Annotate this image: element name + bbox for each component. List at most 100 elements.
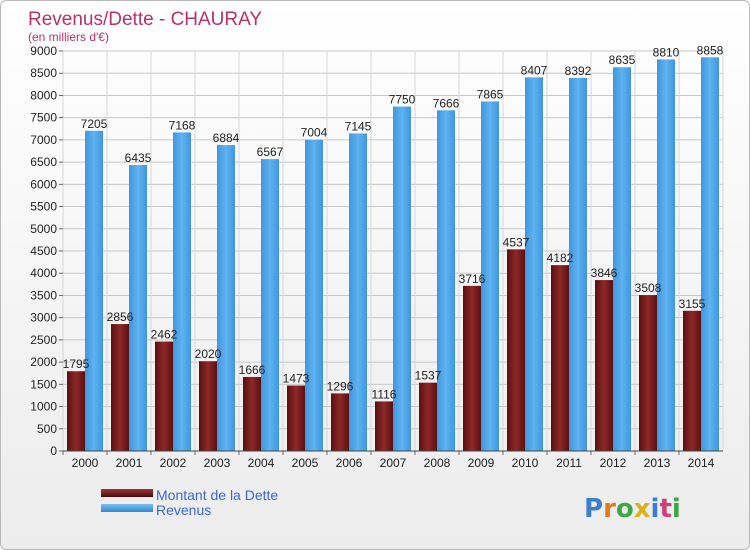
data-label-dette-2013: 3508 [635,281,662,295]
data-label-dette-2011: 4182 [547,251,574,265]
x-tick-label-2014: 2014 [688,456,715,470]
x-tick-label-2011: 2011 [556,456,582,470]
bar-revenus-2014 [701,57,719,452]
data-label-dette-2006: 1296 [327,379,354,393]
legend: Montant de la Dette Revenus [101,487,278,518]
legend-swatch-revenus [101,504,153,512]
bar-dette-2007 [375,401,393,451]
data-label-revenus-2012: 8635 [609,53,636,67]
bar-revenus-2012 [613,67,631,451]
logo-letter: t [659,494,671,524]
data-label-dette-2000: 1795 [63,357,90,371]
y-tick-label: 8000 [30,88,57,102]
bars-layer [67,57,719,452]
logo-letter: o [616,494,634,524]
bar-dette-2003 [199,361,217,451]
x-tick-label-2005: 2005 [292,456,319,470]
data-label-revenus-2005: 7004 [301,126,328,140]
bar-dette-2013 [639,295,657,451]
data-label-revenus-2000: 7205 [81,117,108,131]
y-tick-label: 4000 [30,266,57,280]
data-label-dette-2002: 2462 [151,328,178,342]
bar-dette-2011 [551,265,569,451]
bar-revenus-2002 [173,132,191,451]
bar-revenus-2006 [349,133,367,451]
data-label-revenus-2009: 7865 [477,87,504,101]
bar-revenus-2000 [85,130,103,451]
bar-dette-2012 [595,280,613,451]
x-tick-label-2002: 2002 [160,456,187,470]
logo-letter: x [634,494,651,524]
x-tick-label-2013: 2013 [644,456,671,470]
legend-label-dette: Montant de la Dette [156,487,278,503]
chart-title: Revenus/Dette - CHAURAY [28,9,262,30]
legend-swatch-dette [101,489,153,497]
data-label-dette-2007: 1116 [372,387,397,401]
data-label-revenus-2008: 7666 [433,96,460,110]
data-label-revenus-2006: 7145 [345,119,372,133]
y-tick-label: 6000 [30,177,57,191]
x-tick-label-2006: 2006 [336,456,363,470]
x-tick-label-2000: 2000 [72,456,99,470]
bar-revenus-2010 [525,77,543,451]
bar-revenus-2004 [261,159,279,451]
data-label-revenus-2014: 8858 [697,43,724,57]
data-label-revenus-2001: 6435 [125,151,152,165]
bar-dette-2009 [463,285,481,451]
y-tick-label: 3000 [30,311,57,325]
data-label-dette-2003: 2020 [195,347,222,361]
data-label-dette-2005: 1473 [283,372,310,386]
data-label-dette-2010: 4537 [503,235,530,249]
bar-dette-2005 [287,385,305,451]
y-tick-label: 5000 [30,222,57,236]
bar-dette-2000 [67,371,85,451]
x-tick-label-2004: 2004 [248,456,275,470]
y-tick-label: 4500 [30,244,57,258]
bar-dette-2010 [507,249,525,451]
bar-dette-2002 [155,341,173,451]
data-label-dette-2008: 1537 [415,369,442,383]
bar-revenus-2008 [437,110,455,452]
x-tick-label-2010: 2010 [512,456,539,470]
x-tick-label-2012: 2012 [600,456,627,470]
x-axis-ticks: 2000 2001 2002 2003 2004 2005 2006 2007 2008 2009… [62,451,715,470]
data-label-revenus-2010: 8407 [521,63,548,77]
y-tick-label: 2000 [30,355,57,369]
bar-dette-2006 [331,393,349,451]
data-label-revenus-2003: 6884 [213,131,240,145]
y-tick-label: 7000 [30,133,57,147]
data-label-dette-2009: 3716 [459,272,486,286]
legend-label-revenus: Revenus [156,502,211,518]
y-tick-label: 6500 [30,155,57,169]
value-labels-layer: 1795 7205 2856 6435 2462 7168 2020 6884 1666 6567… [63,43,724,401]
y-tick-label: 1500 [30,377,57,391]
y-tick-label: 0 [50,444,57,458]
bar-revenus-2011 [569,78,587,452]
data-label-revenus-2007: 7750 [389,93,416,107]
bar-revenus-2003 [217,145,235,452]
bar-revenus-2007 [393,106,411,452]
logo-letter: P [584,494,603,524]
chart-subtitle: (en milliers d'€) [28,30,109,44]
y-tick-label: 3500 [30,288,57,302]
y-tick-label: 8500 [30,66,57,80]
bar-dette-2004 [243,376,261,451]
bar-dette-2014 [683,310,701,451]
logo-letter: i [672,494,681,524]
data-label-dette-2014: 3155 [679,297,706,311]
x-tick-label-2008: 2008 [424,456,451,470]
x-tick-label-2001: 2001 [116,456,143,470]
y-axis-ticks: 0 500 1000 1500 2000 2500 3000 3500 4000 4500 5000… [30,44,63,458]
x-tick-label-2003: 2003 [204,456,231,470]
data-label-revenus-2011: 8392 [565,64,592,78]
y-tick-label: 7500 [30,111,57,125]
y-tick-label: 9000 [30,44,57,58]
data-label-dette-2012: 3846 [591,266,618,280]
data-label-revenus-2002: 7168 [169,118,196,132]
logo-letter: r [603,494,616,524]
bar-revenus-2013 [657,59,675,451]
y-tick-label: 1000 [30,400,57,414]
y-tick-label: 500 [37,422,57,436]
